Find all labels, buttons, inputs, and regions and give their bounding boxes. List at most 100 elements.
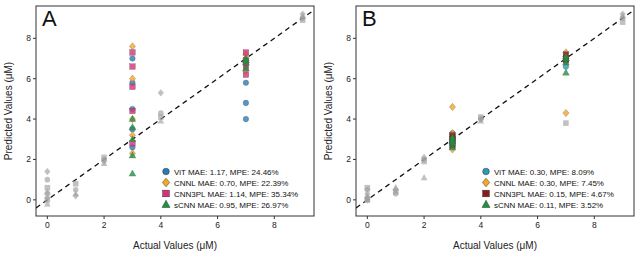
data-point xyxy=(129,43,135,50)
data-point xyxy=(73,181,79,187)
data-point xyxy=(129,152,136,158)
x-tick-label: 6 xyxy=(535,220,540,230)
x-axis-label: Actual Values (μM) xyxy=(453,240,537,251)
x-tick xyxy=(424,216,425,219)
y-axis-label: Predicted Values (μM) xyxy=(323,62,334,160)
legend-label: CNN3PL MAE: 0.15, MPE: 4.67% xyxy=(494,190,614,199)
panel-title: B xyxy=(362,6,377,31)
y-tick-label: 0 xyxy=(346,195,351,205)
x-tick-label: 8 xyxy=(592,220,597,230)
data-point xyxy=(421,174,428,180)
data-point xyxy=(243,55,249,62)
x-tick-label: 4 xyxy=(478,220,483,230)
data-point xyxy=(299,12,306,18)
y-tick xyxy=(33,38,36,39)
data-point xyxy=(421,159,427,165)
legend-marker xyxy=(483,168,490,175)
data-point xyxy=(364,190,370,197)
data-point xyxy=(563,120,569,126)
data-point xyxy=(477,117,484,123)
legend-label: sCNN MAE: 0.11, MPE: 3.52% xyxy=(494,201,603,210)
x-tick-label: 0 xyxy=(45,220,50,230)
data-point xyxy=(243,50,249,56)
data-point xyxy=(243,100,249,106)
data-point xyxy=(243,80,249,86)
x-tick-label: 0 xyxy=(365,220,370,230)
x-tick-label: 8 xyxy=(272,220,277,230)
x-tick-label: 2 xyxy=(102,220,107,230)
data-point xyxy=(129,150,135,157)
legend-marker xyxy=(163,168,170,175)
data-point xyxy=(129,170,136,176)
panel: 0246802468Actual Values (μM)Predicted Va… xyxy=(3,6,314,251)
data-point xyxy=(243,72,249,78)
data-point xyxy=(44,188,51,194)
data-point xyxy=(44,200,51,206)
x-tick-label: 4 xyxy=(158,220,163,230)
y-tick-label: 2 xyxy=(346,154,351,164)
legend-marker xyxy=(483,190,490,197)
data-point xyxy=(44,168,50,175)
x-tick xyxy=(274,216,275,219)
data-point xyxy=(563,109,569,116)
plot-frame xyxy=(356,6,634,216)
y-tick-label: 8 xyxy=(26,33,31,43)
legend-marker xyxy=(163,190,170,197)
x-axis-label: Actual Values (μM) xyxy=(133,240,217,251)
legend-marker xyxy=(482,178,489,187)
data-point xyxy=(130,50,136,56)
y-tick xyxy=(33,159,36,160)
y-tick-label: 4 xyxy=(346,114,351,124)
y-tick xyxy=(33,199,36,200)
legend-label: CNN3PL MAE: 1.14, MPE: 35.34% xyxy=(174,190,298,199)
x-tick-label: 2 xyxy=(422,220,427,230)
data-point xyxy=(45,177,51,183)
x-tick xyxy=(47,216,48,219)
y-tick xyxy=(353,119,356,120)
panel-title: A xyxy=(42,6,57,31)
data-point xyxy=(129,115,136,121)
data-point xyxy=(364,192,371,198)
plot-frame xyxy=(36,6,314,216)
y-tick xyxy=(33,78,36,79)
data-point xyxy=(101,160,108,166)
data-point xyxy=(619,12,626,18)
data-point xyxy=(449,103,455,110)
figure: 0 2 4 6 8 0 2 4 6 8 Actual Values (μM) Predicted Va… xyxy=(0,0,640,256)
data-point xyxy=(129,75,135,82)
data-point xyxy=(130,84,136,90)
data-area xyxy=(36,10,314,208)
legend: ViT MAE: 1.17, MPE: 24.46%CNNL MAE: 0.70… xyxy=(162,168,298,210)
data-point xyxy=(130,64,136,70)
data-point xyxy=(563,69,570,75)
y-tick xyxy=(353,159,356,160)
legend-label: CNNL MAE: 0.30, MPE: 7.45% xyxy=(494,179,604,188)
legend-marker xyxy=(482,200,490,207)
legend-marker xyxy=(162,178,169,187)
data-point xyxy=(243,116,249,122)
legend-label: sCNN MAE: 0.95, MPE: 26.97% xyxy=(174,201,288,210)
x-tick-label: 6 xyxy=(215,220,220,230)
legend-label: ViT MAE: 0.30, MPE: 8.09% xyxy=(494,168,594,177)
y-tick-label: 8 xyxy=(346,33,351,43)
x-tick xyxy=(537,216,538,219)
panel: 0246802468Actual Values (μM)Predicted Va… xyxy=(323,6,634,251)
data-point xyxy=(620,10,626,17)
y-tick xyxy=(353,78,356,79)
x-tick xyxy=(160,216,161,219)
data-point xyxy=(129,124,136,130)
y-tick-label: 0 xyxy=(26,195,31,205)
data-point xyxy=(157,117,164,123)
y-tick-label: 4 xyxy=(26,114,31,124)
data-point xyxy=(130,56,136,62)
data-point xyxy=(449,134,456,140)
x-tick xyxy=(104,216,105,219)
y-tick-label: 6 xyxy=(26,74,31,84)
data-point xyxy=(72,190,79,196)
data-point xyxy=(243,57,250,63)
data-point xyxy=(563,53,570,59)
legend-label: ViT MAE: 1.17, MPE: 24.46% xyxy=(174,168,279,177)
legend-marker xyxy=(162,200,170,207)
identity-line xyxy=(356,10,634,208)
data-point xyxy=(129,115,135,122)
